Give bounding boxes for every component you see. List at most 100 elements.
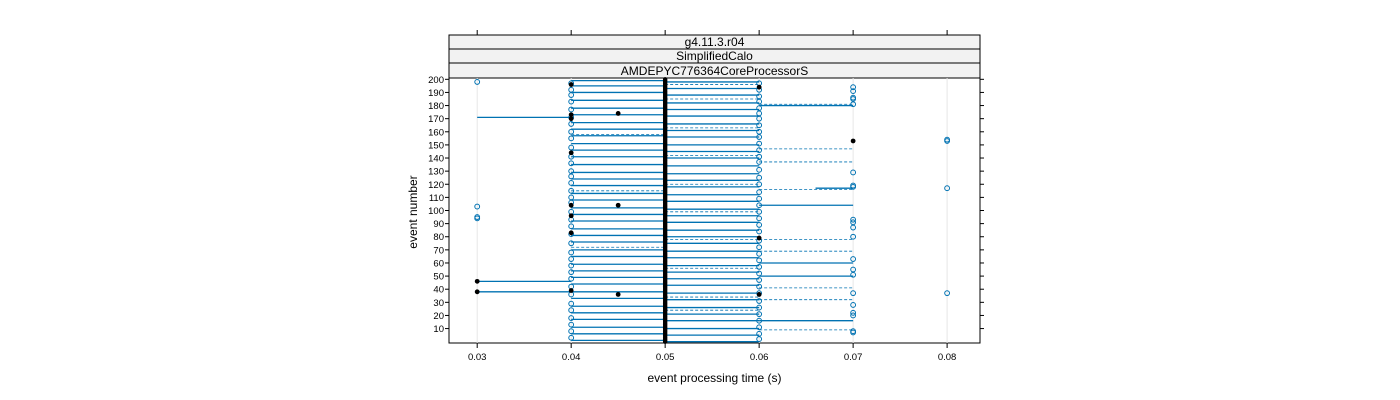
open-point-37	[568, 321, 575, 328]
open-point-39	[568, 334, 575, 341]
y-axis-title: event number	[406, 175, 420, 248]
y-tick-label-11: 120	[428, 180, 444, 191]
y-tick-label-6: 70	[433, 245, 444, 256]
y-tick-label-16: 170	[428, 114, 444, 125]
open-point-94	[850, 271, 857, 278]
filled-point-6	[568, 202, 574, 208]
open-point-17	[568, 173, 575, 180]
open-point-43	[756, 98, 763, 105]
strip-label-1: g4.11.3.r04	[685, 35, 745, 49]
filled-point-0	[474, 278, 480, 284]
open-point-66	[756, 250, 763, 257]
strip-label-3: AMDEPYC776364CoreProcessorS	[621, 64, 808, 78]
open-point-92	[850, 256, 857, 262]
open-point-57	[756, 189, 763, 196]
x-tick-label-4: 0.07	[844, 352, 863, 363]
open-point-3	[474, 215, 481, 222]
open-point-50	[756, 140, 763, 147]
open-point-69	[756, 270, 763, 277]
filled-point-2	[568, 82, 574, 87]
open-point-68	[756, 264, 763, 270]
open-point-85	[850, 169, 857, 176]
open-point-77	[756, 324, 763, 331]
open-point-19	[568, 187, 575, 194]
open-point-74	[756, 304, 763, 311]
open-point-84	[850, 101, 857, 108]
open-point-11	[568, 128, 575, 135]
strip-3: AMDEPYC776364CoreProcessorS	[448, 62, 981, 79]
open-point-36	[568, 315, 575, 321]
x-tick-label-0: 0.03	[468, 352, 487, 363]
open-point-67	[756, 257, 763, 264]
open-point-79	[756, 336, 763, 342]
filled-point-8	[568, 230, 574, 236]
y-tick-label-12: 130	[428, 167, 444, 178]
filled-point-14	[756, 235, 762, 241]
y-axis: 10 20 30 40 50 60 70 80 90 100 110 120 130 140 150 160 1…	[428, 75, 984, 335]
open-point-15	[568, 160, 575, 167]
open-point-47	[756, 122, 763, 129]
open-point-27	[568, 249, 575, 256]
open-point-56	[756, 181, 763, 188]
filled-point-15	[756, 292, 762, 297]
y-tick-label-7: 80	[433, 232, 444, 243]
segments-layer	[477, 79, 854, 343]
open-point-28	[568, 256, 575, 262]
x-axis: 0.03 0.04 0.05 0.06 0.07 0.08	[468, 30, 956, 363]
y-tick-label-5: 60	[433, 258, 444, 269]
open-point-38	[568, 328, 575, 335]
filled-point-10	[615, 111, 621, 116]
open-point-62	[756, 222, 763, 228]
filled-point-11	[615, 202, 621, 208]
y-tick-label-17: 180	[428, 101, 444, 112]
y-tick-label-9: 100	[428, 206, 444, 217]
open-point-65	[756, 244, 763, 251]
open-point-104	[944, 290, 951, 297]
open-point-102	[944, 138, 951, 144]
filled-point-13	[756, 84, 762, 90]
y-tick-label-1: 20	[433, 311, 444, 322]
y-tick-label-19: 200	[428, 75, 444, 86]
open-point-12	[568, 135, 575, 142]
filled-point-3	[568, 112, 574, 118]
y-tick-label-0: 10	[433, 324, 444, 335]
open-point-88	[850, 216, 857, 223]
filled-point-4	[568, 116, 574, 122]
strip-1: g4.11.3.r04	[448, 34, 981, 50]
y-tick-label-8: 90	[433, 219, 444, 230]
open-point-1	[474, 203, 481, 210]
open-point-98	[850, 312, 857, 319]
y-tick-label-4: 50	[433, 272, 444, 283]
open-point-30	[568, 269, 575, 276]
filled-point-7	[568, 213, 574, 219]
filled-point-column-200	[662, 77, 668, 82]
open-point-97	[850, 309, 857, 316]
x-tick-label-1: 0.04	[562, 352, 581, 363]
open-point-29	[568, 262, 575, 269]
open-point-55	[756, 174, 763, 181]
open-point-59	[756, 202, 763, 209]
open-point-24	[568, 223, 575, 230]
open-point-96	[850, 302, 857, 308]
open-point-0	[474, 79, 481, 85]
open-point-95	[850, 290, 857, 297]
open-point-31	[568, 275, 575, 282]
open-point-70	[756, 277, 763, 283]
y-tick-label-14: 150	[428, 140, 444, 151]
open-point-6	[568, 92, 575, 98]
open-point-61	[756, 215, 763, 222]
filled-point-1	[474, 289, 480, 295]
open-point-71	[756, 283, 763, 290]
open-point-100	[850, 329, 857, 336]
open-point-18	[568, 180, 575, 186]
open-point-58	[756, 195, 763, 202]
open-point-8	[568, 106, 575, 113]
strip-label-2: SimplifiedCalo	[676, 49, 753, 63]
x-tick-label-3: 0.06	[750, 352, 769, 363]
open-point-76	[756, 317, 763, 324]
x-axis-title: event processing time (s)	[647, 371, 781, 385]
open-point-46	[756, 115, 763, 122]
x-tick-label-5: 0.08	[938, 352, 957, 363]
points-layer	[474, 77, 951, 344]
